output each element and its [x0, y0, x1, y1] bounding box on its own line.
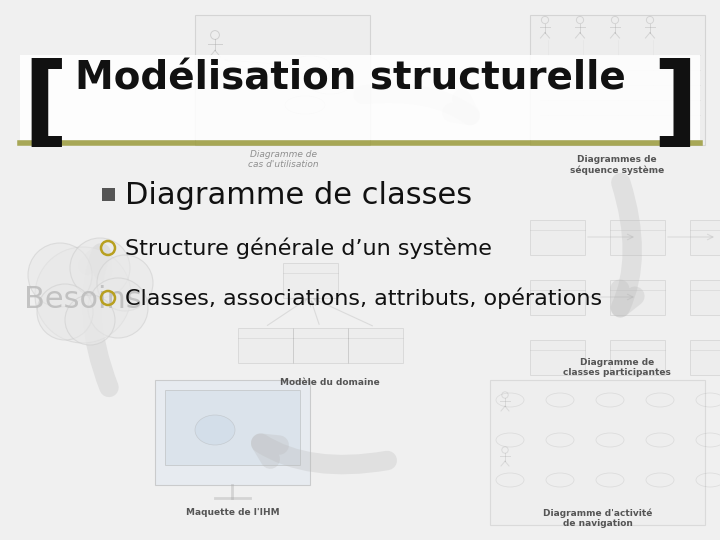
Bar [282, 262, 338, 298]
Bar [195, 15, 370, 145]
Bar [690, 340, 720, 375]
Circle shape [88, 278, 148, 338]
Text: ]: ] [652, 58, 698, 155]
Bar [529, 219, 585, 254]
Bar [490, 380, 705, 525]
Bar [610, 280, 665, 314]
Text: Classes, associations, attributs, opérations: Classes, associations, attributs, opérat… [125, 287, 602, 309]
Bar [690, 219, 720, 254]
Bar [238, 327, 292, 362]
Bar [165, 390, 300, 465]
Ellipse shape [195, 415, 235, 445]
Bar [610, 340, 665, 375]
Circle shape [65, 295, 115, 345]
Circle shape [97, 255, 153, 311]
Text: Structure générale d’un système: Structure générale d’un système [125, 237, 492, 259]
Bar [102, 188, 115, 201]
Bar [20, 55, 700, 140]
Circle shape [35, 247, 131, 343]
Bar [610, 219, 665, 254]
Text: Maquette de l'IHM: Maquette de l'IHM [186, 508, 280, 517]
Text: Diagrammes de
séquence système: Diagrammes de séquence système [570, 155, 664, 175]
Circle shape [37, 284, 93, 340]
Text: [: [ [22, 58, 68, 155]
Text: Modélisation structurelle: Modélisation structurelle [75, 60, 626, 98]
Text: Diagramme de
cas d'utilisation: Diagramme de cas d'utilisation [248, 150, 318, 170]
Bar [530, 15, 705, 145]
Bar [348, 327, 402, 362]
Bar [155, 380, 310, 485]
Text: Diagramme de classes: Diagramme de classes [125, 180, 472, 210]
Text: Modèle du domaine: Modèle du domaine [280, 378, 380, 387]
Text: Besoins: Besoins [24, 286, 142, 314]
Bar [292, 327, 348, 362]
Text: Diagramme d'activité
de navigation: Diagramme d'activité de navigation [544, 508, 653, 528]
Bar [690, 280, 720, 314]
Text: Diagramme de
classes participantes: Diagramme de classes participantes [563, 358, 671, 377]
Bar [529, 340, 585, 375]
Circle shape [70, 238, 130, 298]
Bar [529, 280, 585, 314]
Circle shape [28, 243, 92, 307]
